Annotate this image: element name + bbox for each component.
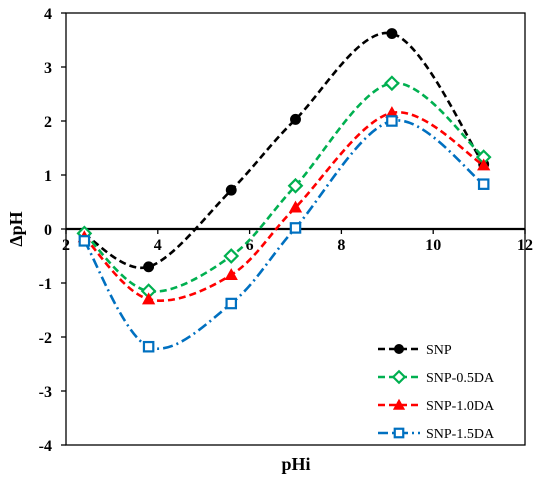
legend-label: SNP-0.5DA: [426, 371, 495, 386]
legend-item: SNP: [378, 343, 452, 358]
data-point: [225, 297, 238, 310]
data-point: [287, 177, 304, 194]
series-line: [83, 81, 485, 293]
data-point: [142, 340, 155, 353]
series-line: [83, 31, 485, 270]
legend-marker: [391, 369, 407, 385]
x-tick-label: 4: [154, 237, 162, 254]
legend-label: SNP-1.0DA: [426, 399, 495, 414]
legend-marker: [393, 427, 405, 439]
y-tick-label: -2: [39, 330, 52, 347]
data-point: [384, 75, 400, 92]
legend-label: SNP-1.5DA: [426, 427, 495, 442]
data-point: [289, 222, 302, 234]
x-axis-label: pHi: [281, 454, 310, 474]
y-axis-label: ΔpH: [6, 211, 26, 246]
x-tick-label: 12: [517, 237, 533, 254]
data-point: [386, 28, 398, 39]
legend-item: SNP-0.5DA: [378, 369, 495, 386]
legend-item: SNP-1.5DA: [378, 427, 495, 442]
data-point: [288, 200, 303, 213]
y-tick-label: 3: [44, 60, 52, 77]
data-point: [78, 235, 91, 247]
data-point: [225, 184, 237, 196]
data-point: [224, 268, 238, 281]
series-line: [83, 119, 485, 350]
series-4: [78, 115, 490, 353]
data-point: [223, 248, 240, 264]
y-tick-label: 2: [44, 114, 52, 131]
data-point: [143, 261, 155, 273]
series-1: [78, 28, 490, 273]
series-line: [83, 111, 485, 302]
legend-marker: [394, 344, 404, 354]
y-tick-label: -3: [39, 384, 52, 401]
data-point: [477, 158, 491, 171]
series-3: [77, 106, 491, 305]
legend-label: SNP: [426, 343, 452, 358]
y-tick-label: 0: [44, 222, 52, 239]
data-point: [141, 292, 156, 305]
data-point: [290, 113, 301, 125]
x-tick-label: 6: [246, 237, 254, 254]
data-point: [477, 178, 490, 190]
x-tick-label: 10: [425, 237, 441, 254]
legend-marker: [392, 398, 406, 410]
x-tick-label: 8: [337, 237, 345, 254]
series-layer: [76, 28, 492, 353]
y-tick-label: 4: [44, 6, 52, 23]
data-point: [386, 115, 398, 127]
y-tick-label: -4: [39, 438, 52, 455]
legend: SNP SNP-0.5DA SNP-1.0DA SNP-1.5DA: [378, 343, 495, 442]
y-tick-label: -1: [39, 276, 52, 293]
legend-item: SNP-1.0DA: [378, 398, 495, 414]
series-2: [76, 75, 492, 299]
x-tick-label: 2: [62, 237, 70, 254]
y-tick-label: 1: [44, 168, 52, 185]
